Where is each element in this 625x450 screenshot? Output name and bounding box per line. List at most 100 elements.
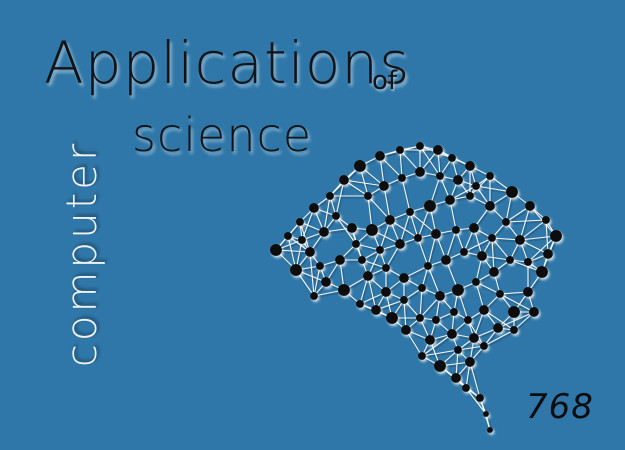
network-node [506,186,518,198]
title-applications: Applications [44,29,411,97]
network-node [450,308,458,316]
network-node [270,244,282,256]
network-node [284,232,292,240]
network-edge [379,155,403,179]
network-edge [491,237,511,261]
network-edge [367,275,377,311]
network-node [433,145,443,155]
network-node [510,326,518,334]
network-node [485,201,495,211]
network-node [316,262,324,270]
network-edge [313,265,321,297]
network-node [464,316,472,324]
network-edge [483,329,515,347]
network-node [400,296,408,304]
network-node [435,291,445,301]
network-node [415,167,425,177]
network-node [321,277,331,287]
network-node [469,223,479,233]
network-edge [403,299,407,331]
network-edge [421,349,459,357]
title-computer-text: computer [57,140,106,368]
network-node [364,192,372,200]
network-edge [457,345,485,351]
network-node [385,215,395,225]
network-node [460,248,468,256]
network-edge [399,149,403,179]
network-node [441,255,451,265]
network-node [515,235,525,245]
network-node [305,247,315,257]
network-node [363,271,373,281]
network-node [477,251,487,261]
network-node [502,218,510,226]
network-node [347,223,357,233]
network-edge [445,229,457,261]
network-node [319,227,329,237]
network-node [452,284,464,296]
network-edge [389,219,419,239]
network-node [354,160,366,172]
network-edge [309,251,315,297]
network-node [462,384,470,392]
network-edge [379,155,385,187]
network-edge [401,177,411,213]
network-node [466,192,474,200]
network-node [406,208,414,216]
network-edge [465,387,487,415]
network-edge [519,219,547,241]
network-node [479,305,489,315]
network-nodes [270,142,562,433]
network-node [399,273,409,283]
network-edge [335,179,345,217]
network-node [536,266,548,278]
network-node [371,305,381,315]
network-node [542,216,550,224]
network-node [436,172,444,180]
network-node [476,394,484,402]
network-node [454,346,462,354]
network-edge [475,281,501,295]
network-node [550,230,562,242]
network-node [493,323,503,333]
network-node [416,142,424,150]
network-node [472,182,480,190]
network-edge [409,211,419,239]
network-node [465,161,475,171]
network-node [434,360,446,372]
network-node [508,306,520,318]
network-node [298,236,306,244]
network-node [339,175,349,185]
network-node [414,234,422,242]
network-edge [323,195,331,233]
network-edge [409,211,437,235]
network-edge [475,185,513,193]
network-node [338,284,350,296]
network-node [525,201,535,211]
network-node [418,284,426,292]
network-edge [299,221,311,253]
network-node [529,307,539,317]
network-node [326,192,334,200]
network-node [381,287,391,297]
network-node [465,357,475,367]
network-node [310,292,318,300]
network-node [376,246,384,254]
page-number: 768 [526,387,594,427]
network-node [418,352,426,360]
network-node [425,335,435,345]
network-node [524,258,532,266]
network-node [296,218,304,226]
network-edge [427,265,441,297]
network-edge [469,361,481,399]
network-edge [427,233,437,267]
network-edge [335,215,357,245]
network-node [335,255,345,265]
network-node [489,267,499,277]
network-node [352,240,360,248]
network-node [356,300,364,308]
network-node [358,256,366,264]
network-edge [355,243,381,251]
